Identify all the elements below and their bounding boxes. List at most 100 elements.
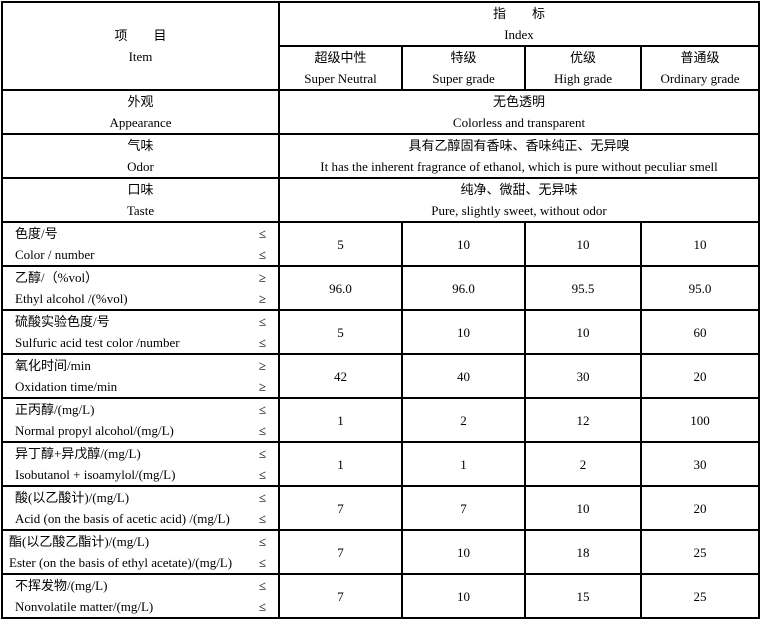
value-cell: 100 (640, 397, 760, 443)
item-cn: 异丁醇+异戊醇/(mg/L) (15, 446, 141, 461)
comparison-symbol: ≤ (258, 467, 266, 482)
comparison-symbol: ≤ (258, 247, 266, 262)
requirement: 具有乙醇固有香味、香味纯正、无异嗅 It has the inherent fra… (278, 133, 760, 179)
item-en: Oxidation time/min (15, 379, 118, 394)
value-cell: 5 (278, 221, 403, 267)
grade-en: High grade (553, 71, 613, 86)
table-row: 异丁醇+异戊醇/(mg/L) ≤ Isobutanol + isoamylol/(m… (1, 441, 760, 487)
value-cell: 10 (401, 221, 526, 267)
requirement: 无色透明 Colorless and transparent (278, 89, 760, 135)
requirement-en: Pure, slightly sweet, without odor (431, 203, 607, 218)
value-cell: 10 (524, 221, 642, 267)
item-cn: 硫酸实验色度/号 (15, 314, 110, 329)
value-cell: 10 (524, 309, 642, 355)
comparison-symbol: ≤ (258, 511, 266, 526)
grade-cn: 优级 (569, 50, 596, 65)
item-cn: 正丙醇/(mg/L) (15, 402, 95, 417)
value-cell: 10 (524, 485, 642, 531)
item-en: Color / number (15, 247, 95, 262)
value-cell: 15 (524, 573, 642, 619)
grade-header: 超级中性 Super Neutral (278, 45, 403, 91)
table-row: 乙醇/（%vol） ≥ Ethyl alcohol /(%vol) ≥96.0 96.0… (1, 265, 760, 311)
value-cell: 20 (640, 485, 760, 531)
comparison-symbol: ≤ (258, 402, 266, 417)
comparison-symbol: ≤ (258, 423, 266, 438)
value-cell: 95.5 (524, 265, 642, 311)
item-en: Sulfuric acid test color /number (15, 335, 180, 350)
comparison-symbol: ≤ (258, 490, 266, 505)
value-cell: 25 (640, 573, 760, 619)
requirement-en: It has the inherent fragrance of ethanol… (320, 159, 718, 174)
item-header-en: Item (128, 49, 153, 64)
item-label: 硫酸实验色度/号 ≤ Sulfuric acid test color /numbe… (1, 309, 280, 355)
item-label: 口味 Taste (1, 177, 280, 223)
value-cell: 25 (640, 529, 760, 575)
item-header: 项 目 Item (1, 1, 280, 91)
value-cell: 40 (401, 353, 526, 399)
requirement-en: Colorless and transparent (452, 115, 586, 130)
item-label: 酸(以乙酸计)/(mg/L) ≤ Acid (on the basis of ace… (1, 485, 280, 531)
comparison-symbol: ≥ (258, 270, 266, 285)
index-header: 指 标 Index (278, 1, 760, 47)
grade-cn: 特级 (450, 50, 477, 65)
item-cn: 酸(以乙酸计)/(mg/L) (15, 490, 130, 505)
grade-en: Ordinary grade (660, 71, 740, 86)
table-row: 气味 Odor 具有乙醇固有香味、香味纯正、无异嗅 It has the inhere… (1, 133, 760, 179)
item-en: Taste (126, 203, 155, 218)
grade-header: 普通级 Ordinary grade (640, 45, 760, 91)
table-row: 氧化时间/min ≥ Oxidation time/min ≥42 40 30 20 (1, 353, 760, 399)
value-cell: 5 (278, 309, 403, 355)
index-header-en: Index (504, 27, 534, 42)
value-cell: 7 (278, 573, 403, 619)
value-cell: 7 (278, 529, 403, 575)
table-row: 硫酸实验色度/号 ≤ Sulfuric acid test color /numbe… (1, 309, 760, 355)
item-en: Ethyl alcohol /(%vol) (15, 291, 128, 306)
value-cell: 42 (278, 353, 403, 399)
value-cell: 1 (278, 441, 403, 487)
comparison-symbol: ≤ (258, 335, 266, 350)
value-cell: 7 (278, 485, 403, 531)
value-cell: 2 (524, 441, 642, 487)
item-label: 异丁醇+异戊醇/(mg/L) ≤ Isobutanol + isoamylol/(m… (1, 441, 280, 487)
item-cn: 口味 (127, 182, 154, 197)
value-cell: 60 (640, 309, 760, 355)
value-cell: 18 (524, 529, 642, 575)
comparison-symbol: ≤ (258, 555, 266, 570)
grade-en: Super grade (432, 71, 495, 86)
grade-cn: 普通级 (680, 50, 720, 65)
value-cell: 95.0 (640, 265, 760, 311)
table-row: 外观 Appearance 无色透明 Colorless and transparen… (1, 89, 760, 135)
value-cell: 10 (401, 573, 526, 619)
item-cn: 氧化时间/min (15, 358, 91, 373)
table-row: 酯(以乙酸乙酯计)/(mg/L) ≤ Ester (on the basis of … (1, 529, 760, 575)
index-header-cn: 指 标 (492, 6, 545, 21)
comparison-symbol: ≤ (258, 226, 266, 241)
item-label: 气味 Odor (1, 133, 280, 179)
requirement-cn: 无色透明 (492, 94, 545, 109)
table-row: 色度/号 ≤ Color / number ≤5 10 10 10 (1, 221, 760, 267)
table-row: 酸(以乙酸计)/(mg/L) ≤ Acid (on the basis of ace… (1, 485, 760, 531)
value-cell: 7 (401, 485, 526, 531)
comparison-symbol: ≤ (258, 446, 266, 461)
item-label: 不挥发物/(mg/L) ≤ Nonvolatile matter/(mg/L) ≤ (1, 573, 280, 619)
item-en: Appearance (109, 115, 172, 130)
table-row: 不挥发物/(mg/L) ≤ Nonvolatile matter/(mg/L) ≤7 1… (1, 573, 760, 619)
value-cell: 30 (524, 353, 642, 399)
item-label: 色度/号 ≤ Color / number ≤ (1, 221, 280, 267)
item-en: Acid (on the basis of acetic acid) /(mg/… (15, 511, 230, 526)
value-cell: 2 (401, 397, 526, 443)
table-row: 口味 Taste 纯净、微甜、无异味 Pure, slightly sweet, wi… (1, 177, 760, 223)
item-label: 正丙醇/(mg/L) ≤ Normal propyl alcohol/(mg/L) ≤ (1, 397, 280, 443)
value-cell: 10 (640, 221, 760, 267)
value-cell: 1 (401, 441, 526, 487)
value-cell: 20 (640, 353, 760, 399)
item-label: 酯(以乙酸乙酯计)/(mg/L) ≤ Ester (on the basis of … (1, 529, 280, 575)
item-label: 乙醇/（%vol） ≥ Ethyl alcohol /(%vol) ≥ (1, 265, 280, 311)
comparison-symbol: ≥ (258, 358, 266, 373)
comparison-symbol: ≤ (258, 534, 266, 549)
item-label: 氧化时间/min ≥ Oxidation time/min ≥ (1, 353, 280, 399)
value-cell: 96.0 (278, 265, 403, 311)
requirement: 纯净、微甜、无异味 Pure, slightly sweet, without o… (278, 177, 760, 223)
comparison-symbol: ≥ (258, 291, 266, 306)
item-cn: 气味 (127, 138, 154, 153)
